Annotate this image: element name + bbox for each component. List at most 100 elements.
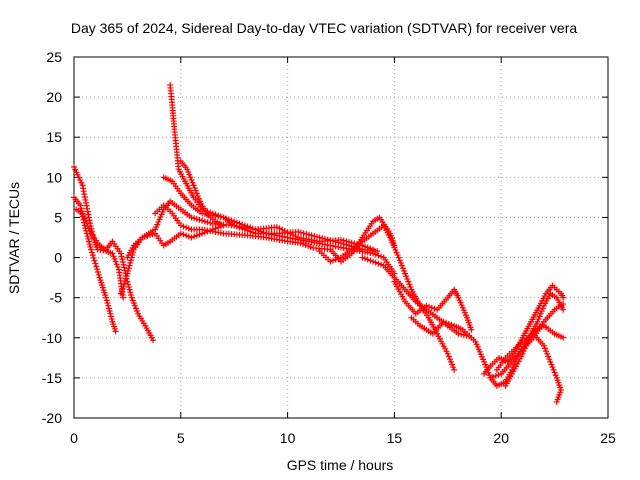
- data-point: [109, 250, 116, 257]
- data-point: [395, 254, 402, 261]
- data-point: [241, 222, 248, 229]
- data-point: [423, 302, 430, 309]
- data-point: [523, 340, 530, 347]
- data-point: [215, 224, 222, 231]
- data-point: [444, 350, 451, 357]
- y-tick-label: 10: [46, 169, 62, 185]
- chart-title: Day 365 of 2024, Sidereal Day-to-day VTE…: [71, 20, 577, 36]
- data-point: [201, 218, 208, 225]
- data-point: [544, 350, 551, 357]
- data-point: [364, 256, 371, 263]
- data-point: [126, 262, 133, 269]
- data-point: [316, 234, 323, 241]
- data-point: [112, 258, 119, 265]
- data-point: [247, 224, 254, 231]
- data-point: [399, 265, 406, 272]
- y-tick-label: -10: [42, 330, 62, 346]
- data-point: [548, 361, 555, 368]
- data-point: [130, 246, 137, 253]
- data-point: [537, 310, 544, 317]
- data-point: [77, 177, 84, 184]
- data-point: [71, 163, 77, 170]
- data-point: [553, 398, 560, 405]
- data-point: [75, 174, 82, 181]
- data-point: [431, 305, 438, 312]
- data-point: [86, 241, 93, 248]
- data-point: [519, 350, 526, 357]
- data-point: [125, 283, 132, 290]
- data-point: [223, 215, 230, 222]
- data-point: [228, 217, 235, 224]
- data-point: [104, 300, 111, 307]
- data-point: [117, 250, 124, 257]
- data-point: [244, 223, 251, 230]
- data-point: [321, 235, 328, 242]
- data-point: [188, 214, 195, 221]
- data-point: [486, 372, 493, 379]
- data-point: [217, 223, 224, 230]
- data-point: [543, 348, 550, 355]
- data-point: [191, 215, 198, 222]
- data-point: [128, 254, 135, 261]
- x-tick-label: 0: [70, 430, 78, 446]
- data-point: [327, 258, 334, 265]
- data-point: [188, 234, 195, 241]
- data-point: [233, 219, 240, 226]
- data-point: [536, 313, 543, 320]
- data-point: [540, 342, 547, 349]
- data-point: [88, 246, 95, 253]
- data-point: [458, 331, 465, 338]
- data-point: [550, 366, 557, 373]
- data-point: [186, 171, 193, 178]
- data-point: [183, 232, 190, 239]
- data-point: [130, 300, 137, 307]
- data-point: [72, 166, 79, 173]
- data-point: [220, 222, 227, 229]
- data-point: [119, 256, 126, 263]
- data-point: [231, 218, 238, 225]
- data-point: [106, 308, 113, 315]
- data-point: [199, 217, 206, 224]
- data-point: [443, 319, 450, 326]
- y-tick-label: 0: [54, 250, 62, 266]
- data-point: [375, 252, 382, 259]
- tick-marks: [73, 56, 609, 419]
- series-trace-l: [408, 314, 567, 389]
- data-point: [91, 257, 98, 264]
- data-point: [204, 219, 211, 226]
- data-point: [552, 372, 559, 379]
- y-tick-label: 20: [46, 89, 62, 105]
- data-point: [180, 223, 187, 230]
- data-point: [131, 302, 138, 309]
- data-point: [118, 253, 125, 260]
- data-point: [127, 259, 134, 266]
- data-point: [372, 251, 379, 258]
- data-point: [403, 273, 410, 280]
- data-point: [185, 168, 192, 175]
- data-point: [193, 216, 200, 223]
- data-point: [370, 250, 377, 257]
- data-point: [406, 281, 413, 288]
- tick-labels: 0 5 10 15 20 25 -20 -15 -10 -5 0 5 10 15 20 25: [42, 49, 616, 446]
- data-point: [184, 166, 191, 173]
- data-point: [448, 358, 455, 365]
- data-point: [359, 254, 366, 261]
- x-tick-label: 5: [177, 430, 185, 446]
- data-layer: [71, 82, 567, 405]
- data-point: [308, 232, 315, 239]
- data-point: [93, 263, 100, 270]
- data-point: [546, 356, 553, 363]
- data-point: [110, 253, 117, 260]
- data-point: [191, 185, 198, 192]
- grid-lines: [74, 57, 608, 418]
- data-point: [305, 231, 312, 238]
- data-point: [225, 216, 232, 223]
- data-point: [183, 224, 190, 231]
- data-point: [129, 251, 136, 258]
- y-axis-label: SDTVAR / TECUs: [6, 182, 22, 294]
- data-point: [85, 238, 92, 245]
- data-point: [177, 222, 184, 229]
- data-point: [319, 235, 326, 242]
- data-point: [468, 326, 475, 333]
- data-point: [534, 318, 541, 325]
